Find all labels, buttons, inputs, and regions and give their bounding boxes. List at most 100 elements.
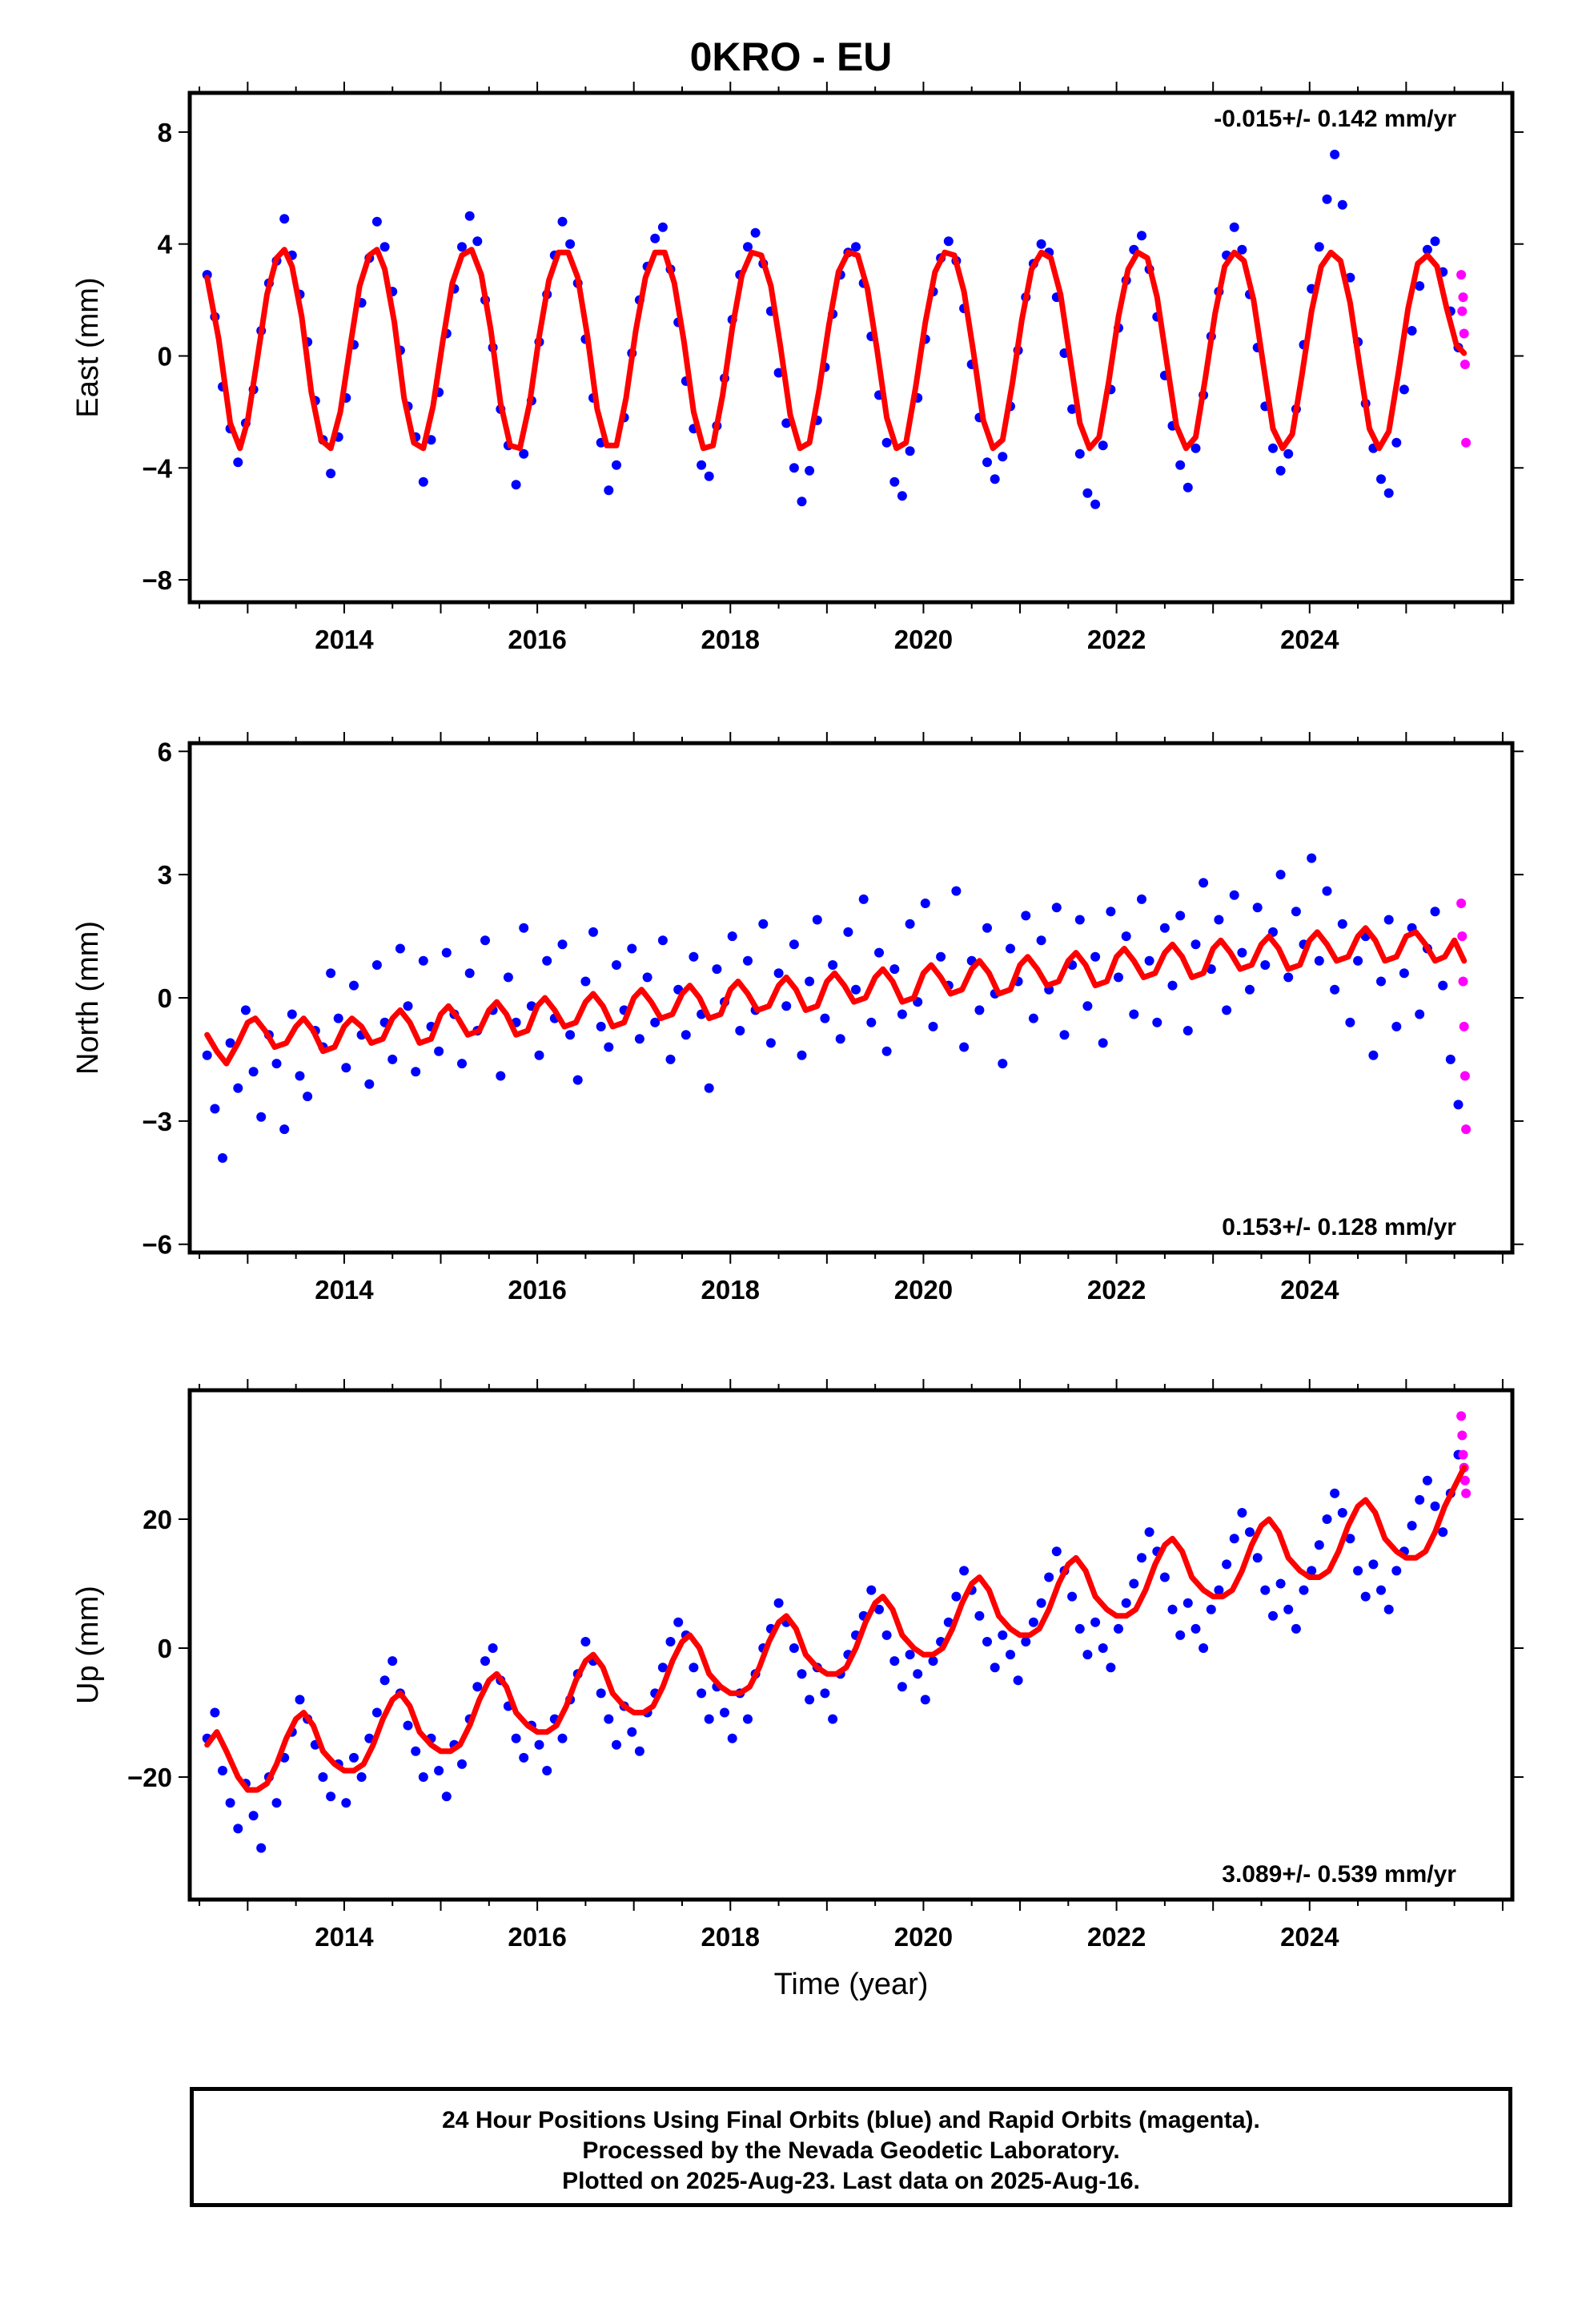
east-x-tick-label: 2024 [1280, 625, 1339, 654]
east-final-point [998, 452, 1008, 462]
north-final-point [665, 1054, 676, 1064]
up-final-point [1299, 1585, 1309, 1595]
north-data-layer [202, 853, 1472, 1163]
up-final-point [673, 1617, 684, 1627]
up-final-point [271, 1798, 282, 1808]
up-final-point [990, 1663, 1000, 1673]
north-final-point [1129, 1009, 1139, 1019]
east-final-point [1399, 384, 1409, 395]
north-rapid-point [1456, 899, 1467, 908]
up-model-fit-line [204, 1465, 1468, 1793]
north-final-point [758, 919, 769, 929]
north-final-point [1368, 1050, 1379, 1060]
up-final-point [1268, 1610, 1278, 1621]
up-final-point [727, 1733, 737, 1743]
north-rapid-point [1459, 1021, 1469, 1031]
north-final-point [256, 1112, 267, 1122]
east-final-point [1376, 474, 1386, 485]
up-final-point [1028, 1617, 1038, 1627]
up-final-point [1006, 1650, 1015, 1660]
east-final-point [750, 227, 761, 238]
east-final-point [1036, 239, 1046, 249]
north-final-point [1245, 984, 1255, 995]
up-final-point [1106, 1663, 1116, 1673]
north-final-point [727, 931, 737, 942]
north-final-point [1006, 943, 1015, 954]
up-final-point [557, 1733, 568, 1743]
up-final-point [480, 1656, 490, 1667]
east-final-point [805, 465, 815, 476]
up-rapid-point [1460, 1475, 1470, 1486]
east-final-point [279, 214, 290, 224]
north-rate-label: 0.153+/- 0.128 mm/yr [1222, 1214, 1456, 1240]
north-final-point [457, 1059, 467, 1069]
panel-up: 2014 2016 2018 2020 2022 2024 −20 0 20 Up (mm) Tim… [71, 1379, 1524, 2001]
north-final-point [1182, 1026, 1193, 1035]
up-final-point [604, 1714, 614, 1724]
east-final-point [457, 242, 467, 252]
north-final-point [341, 1063, 351, 1073]
up-final-point [1021, 1637, 1031, 1647]
north-final-point [704, 1083, 714, 1093]
north-y-tick-label: 0 [158, 983, 172, 1013]
north-final-point [735, 1026, 745, 1035]
east-final-point [650, 233, 661, 243]
north-final-point [1098, 1038, 1108, 1048]
north-final-point [1152, 1017, 1162, 1027]
up-final-point [697, 1688, 707, 1699]
east-final-point [1322, 194, 1332, 204]
east-final-point [1191, 443, 1201, 453]
north-final-point [565, 1030, 576, 1040]
north-final-point [1376, 976, 1386, 987]
up-final-point [905, 1650, 915, 1660]
north-final-point [1121, 931, 1131, 942]
north-final-point [1252, 903, 1263, 913]
north-final-point [287, 1009, 297, 1019]
up-final-point [1129, 1578, 1139, 1589]
north-final-point [1391, 1021, 1402, 1031]
north-final-point [905, 919, 915, 929]
north-final-point [464, 968, 475, 979]
north-final-point [1090, 951, 1101, 962]
north-final-point [797, 1050, 807, 1060]
page-title: 0KRO - EU [689, 34, 893, 79]
north-final-point [1167, 980, 1178, 991]
north-final-point [974, 1005, 985, 1015]
east-final-point [797, 497, 807, 507]
east-final-point [1182, 482, 1193, 493]
north-final-point [843, 927, 853, 937]
east-final-point [1137, 231, 1146, 241]
north-final-point [1021, 911, 1031, 921]
north-x-tick-label: 2024 [1280, 1275, 1339, 1305]
up-rapid-point [1461, 1488, 1472, 1498]
east-rapid-point [1461, 437, 1472, 448]
north-final-point [210, 1104, 220, 1114]
up-final-point [657, 1663, 668, 1673]
east-x-tick-label: 2018 [701, 625, 760, 654]
up-final-point [1051, 1546, 1062, 1557]
north-final-point [1214, 915, 1224, 925]
east-final-point [511, 480, 521, 490]
north-y-tick-label: −3 [142, 1107, 172, 1136]
up-final-point [897, 1682, 907, 1692]
caption-box: 24 Hour Positions Using Final Orbits (bl… [190, 2087, 1512, 2207]
up-final-point [218, 1766, 227, 1775]
north-x-tick-label: 2020 [894, 1275, 953, 1305]
north-final-point [835, 1034, 845, 1044]
up-final-point [371, 1707, 382, 1718]
north-final-point [248, 1067, 259, 1077]
up-final-point [1407, 1521, 1417, 1531]
up-final-point [1245, 1527, 1255, 1538]
up-final-point [889, 1656, 900, 1667]
north-final-point [1137, 894, 1146, 904]
north-final-point [805, 976, 815, 987]
north-final-point [1074, 915, 1085, 925]
up-final-point [1283, 1604, 1294, 1614]
east-final-point [897, 491, 907, 501]
east-final-point [851, 242, 861, 252]
caption-line-processed: Processed by the Nevada Geodetic Laborat… [582, 2137, 1120, 2164]
east-final-point [889, 476, 900, 487]
up-final-point [248, 1811, 259, 1821]
north-y-tick-label: 6 [158, 737, 172, 766]
east-final-point [990, 474, 1000, 485]
